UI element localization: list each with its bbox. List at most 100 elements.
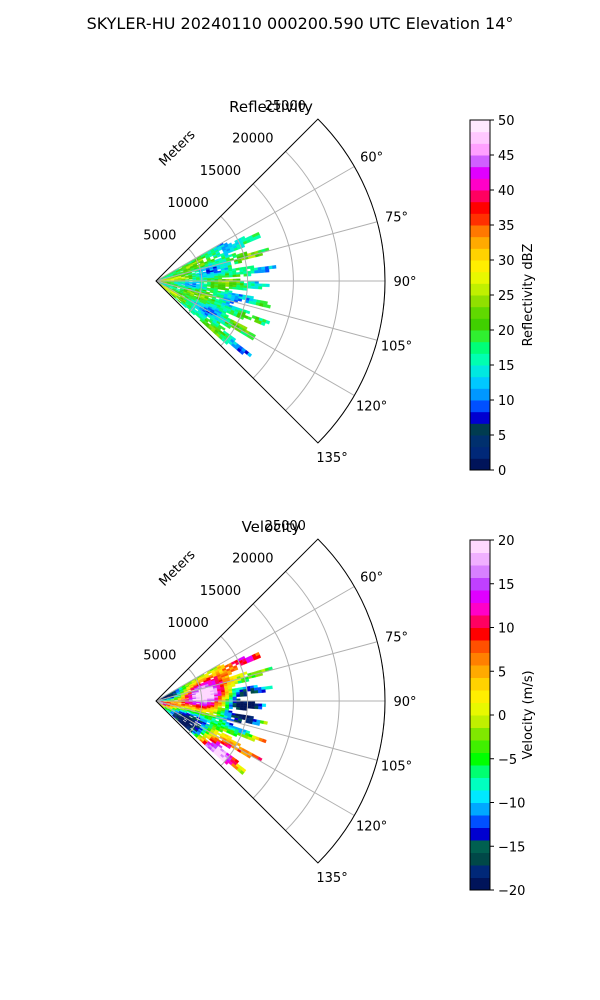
colorbar-swatch (470, 802, 490, 816)
colorbar-swatch (470, 365, 490, 378)
figure-title: SKYLER-HU 20240110 000200.590 UTC Elevat… (86, 14, 514, 33)
radar-cell (221, 702, 226, 705)
angle-tick-label: 135° (316, 451, 347, 466)
radar-cell (225, 273, 230, 276)
radar-cell (226, 324, 232, 330)
colorbar-tick-label: 45 (498, 149, 515, 164)
angle-tick-label: 105° (381, 339, 412, 354)
radar-cell (232, 704, 237, 708)
radar-cell (256, 654, 262, 660)
colorbar-tick-label: 0 (498, 709, 506, 724)
colorbar-swatch (470, 120, 490, 133)
colorbar-swatch (470, 777, 490, 791)
colorbar-swatch (470, 213, 490, 226)
colorbar-swatch (470, 627, 490, 641)
colorbar-label: Velocity (m/s) (521, 670, 536, 759)
radar-cell (225, 275, 230, 278)
radar-cell (265, 268, 270, 273)
radar-cell (239, 349, 245, 356)
radar-cell (225, 693, 230, 696)
angle-tick-label: 120° (356, 820, 387, 835)
colorbar-swatch (470, 376, 490, 389)
colorbar-swatch (470, 815, 490, 828)
colorbar-tick-label: 20 (498, 534, 515, 549)
radar-cell (185, 277, 190, 279)
colorbar-tick-label: 40 (498, 184, 515, 199)
radial-tick-label: 25000 (265, 99, 306, 114)
colorbar-swatch (470, 341, 490, 354)
colorbar-swatch (470, 690, 490, 703)
radar-cell (236, 282, 241, 286)
data-field (155, 231, 277, 358)
colorbar-swatch (470, 190, 490, 203)
radial-tick-label: 20000 (232, 131, 273, 146)
radar-cell (239, 707, 244, 711)
radar-cell (221, 695, 226, 698)
colorbar-swatch (470, 236, 490, 249)
radar-cell (239, 693, 244, 697)
colorbar-swatch (470, 840, 490, 853)
radial-tick-label: 15000 (200, 584, 241, 599)
radar-cell (206, 284, 211, 287)
radar-cell (232, 282, 237, 286)
angle-tick-label: 135° (316, 871, 347, 886)
data-field (155, 651, 273, 776)
radar-cell (174, 699, 179, 701)
colorbar-swatch (470, 852, 490, 866)
radar-cell (232, 702, 237, 706)
radar-cell (258, 283, 263, 287)
radar-cell (227, 671, 233, 676)
radar-cell (221, 287, 226, 291)
angle-tick-label: 90° (393, 695, 416, 710)
radar-cell (236, 274, 241, 277)
radar-cell (255, 722, 261, 726)
radar-cell (254, 703, 259, 707)
radar-cell (218, 277, 223, 280)
radar-cell (229, 696, 234, 700)
angle-tick-label: 60° (360, 151, 383, 166)
colorbar-tick-label: 35 (498, 219, 515, 234)
colorbar-swatch (470, 225, 490, 238)
radar-cell (246, 352, 253, 358)
radar-cell (254, 690, 259, 694)
radar-cell (258, 703, 263, 707)
radar-cell (265, 319, 271, 325)
colorbar-swatch (470, 652, 490, 666)
radar-cell (188, 277, 193, 280)
colorbar-tick-label: 0 (498, 464, 506, 479)
colorbar-swatch (470, 400, 490, 413)
radar-cell (247, 316, 252, 321)
colorbar-swatch (470, 765, 490, 778)
radar-cell (257, 269, 263, 274)
radar-cell (258, 706, 263, 710)
radar-cell (254, 286, 259, 290)
radar-cell (236, 694, 241, 697)
colorbar-swatch (470, 702, 490, 716)
colorbar-tick-label: 5 (498, 429, 506, 444)
colorbar-tick-label: 20 (498, 324, 515, 339)
radar-cell (233, 667, 239, 671)
radar-cell (232, 696, 237, 700)
radar-cell (228, 286, 233, 290)
colorbar-tick-label: 10 (498, 622, 515, 637)
colorbar-swatch (470, 677, 490, 691)
colorbar-swatch (470, 540, 490, 553)
radar-cell (228, 694, 233, 698)
radar-cell (254, 283, 259, 287)
colorbar-tick-label: 25 (498, 289, 515, 304)
azimuth-line (155, 221, 378, 282)
radar-cell (196, 281, 201, 284)
radar-cell (261, 269, 266, 273)
radar-cell (188, 282, 193, 285)
colorbar-tick-label: 15 (498, 359, 515, 374)
radar-cell (196, 701, 201, 704)
colorbar-swatch (470, 201, 490, 214)
radar-cell (221, 275, 226, 278)
colorbar-swatch (470, 271, 490, 284)
azimuth-line (155, 166, 355, 282)
radar-cell (170, 701, 175, 703)
radar-cell (225, 697, 230, 700)
radar-cell (250, 705, 255, 709)
radial-tick-label: 15000 (200, 164, 241, 179)
angle-tick-label: 75° (385, 631, 408, 646)
